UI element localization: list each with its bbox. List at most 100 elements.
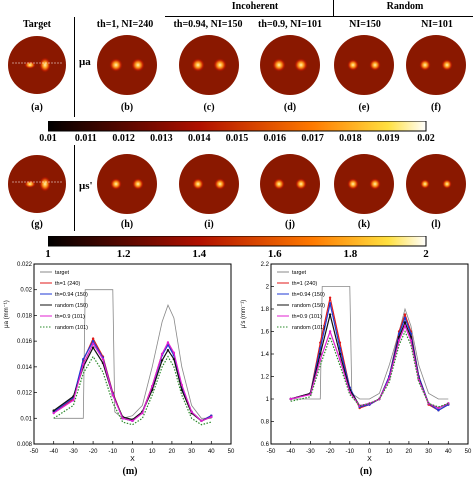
series-point xyxy=(52,411,55,415)
reconstruction-blob-e xyxy=(334,35,394,95)
grid-line xyxy=(74,145,75,231)
x-tick-label: -10 xyxy=(345,449,354,455)
x-tick-label: 10 xyxy=(149,449,156,455)
th1-header: th=1, NI=240 xyxy=(96,19,154,30)
random150-header: NI=150 xyxy=(349,19,381,30)
series-point xyxy=(190,410,193,414)
x-axis-label: X xyxy=(367,456,372,463)
x-tick-label: -40 xyxy=(286,449,295,455)
y-tick-label: 1.8 xyxy=(261,307,270,313)
series-point xyxy=(121,417,124,420)
x-tick-label: 40 xyxy=(208,449,215,455)
th094-header: th=0.94, NI=150 xyxy=(173,19,243,30)
mua-label: μa xyxy=(79,56,91,68)
series-point xyxy=(91,337,95,340)
x-tick-label: -20 xyxy=(326,449,335,455)
y-tick-label: 0.008 xyxy=(17,442,33,448)
series-point xyxy=(338,358,342,361)
series-point xyxy=(91,346,95,349)
series-line-5 xyxy=(290,330,449,408)
plot-m: -50 -40 -30 -20 -10 0 10 20 30 40 50 0.008 0.01 0.012… xyxy=(4,262,235,463)
series-point xyxy=(328,313,332,316)
plot-frame xyxy=(33,263,232,445)
caption-n: (n) xyxy=(359,466,373,477)
series-point xyxy=(166,341,170,344)
series-line-5 xyxy=(53,355,212,426)
colorbar-tick: 2 xyxy=(423,248,429,260)
x-tick-label: 40 xyxy=(445,449,452,455)
x-tick-label: 30 xyxy=(188,449,195,455)
series-point xyxy=(319,352,322,356)
legend-entry: random (150) xyxy=(55,303,88,309)
x-tick-label: -20 xyxy=(89,449,98,455)
grid-line xyxy=(74,17,75,117)
series-point xyxy=(91,339,95,343)
series-point xyxy=(403,316,407,320)
x-tick-label: 0 xyxy=(131,449,135,455)
caption-e: (e) xyxy=(358,102,370,113)
caption-k: (k) xyxy=(357,219,371,230)
y-tick-label: 2 xyxy=(266,285,270,291)
x-tick-label: 50 xyxy=(228,449,235,455)
series-point xyxy=(166,348,170,352)
legend-entry: random (101) xyxy=(55,325,88,331)
caption-h: (h) xyxy=(120,219,134,230)
colorbar-tick: 0.015 xyxy=(225,133,249,144)
series-point xyxy=(328,296,332,299)
y-tick-label: 0.8 xyxy=(261,420,270,426)
series-point xyxy=(437,409,440,412)
colorbar-tick: 0.018 xyxy=(339,133,362,144)
legend-entry: random (101) xyxy=(292,325,325,331)
y-tick-label: 0.022 xyxy=(17,262,33,268)
y-tick-label: 0.02 xyxy=(20,288,32,294)
x-tick-label: -40 xyxy=(49,449,58,455)
y-tick-label: 0.012 xyxy=(17,391,33,397)
x-axis-label: X xyxy=(130,456,135,463)
series-point xyxy=(397,339,401,342)
legend-entry: th=1 (240) xyxy=(292,281,317,287)
colorbar-tick: 0.016 xyxy=(263,133,287,144)
header-divider xyxy=(333,0,334,16)
caption-c: (c) xyxy=(203,102,215,113)
caption-m: (m) xyxy=(122,466,138,477)
legend-entry: th=0.9 (101) xyxy=(292,314,322,320)
legend-entry: target xyxy=(292,270,307,276)
reconstruction-blob-j xyxy=(260,154,320,214)
reconstruction-blob-d xyxy=(260,35,320,95)
colorbar-tick: 1.8 xyxy=(343,248,358,260)
x-tick-label: 50 xyxy=(465,449,472,455)
colorbar-tick: 1.6 xyxy=(267,248,282,260)
reconstruction-blob-i xyxy=(179,154,239,214)
series-line-0 xyxy=(290,286,449,400)
x-tick-label: 10 xyxy=(386,449,393,455)
series-point xyxy=(52,409,55,412)
caption-g: (g) xyxy=(31,219,43,230)
colorbar-tick: 1 xyxy=(45,248,51,260)
legend-entry: th=1 (240) xyxy=(55,281,80,287)
caption-b: (b) xyxy=(120,102,134,113)
legend-entry: th=0.9 (101) xyxy=(55,314,85,320)
target-header: Target xyxy=(23,19,51,30)
random-header: Random xyxy=(386,1,424,12)
colorbar-tick: 0.017 xyxy=(301,133,324,144)
legend-entry: target xyxy=(55,270,70,276)
colorbar-tick: 1.4 xyxy=(192,248,207,260)
series-point xyxy=(200,419,203,423)
y-tick-label: 0.6 xyxy=(261,442,270,448)
reconstruction-blob-f xyxy=(406,35,466,95)
series-point xyxy=(289,397,292,401)
x-tick-label: 30 xyxy=(425,449,432,455)
reconstruction-blob-g xyxy=(8,155,66,213)
series-point xyxy=(160,359,164,362)
header-frame xyxy=(165,0,473,17)
series-point xyxy=(319,358,322,361)
x-tick-label: 20 xyxy=(169,449,176,455)
series-point xyxy=(172,357,176,361)
reconstruction-blob-b xyxy=(97,35,157,95)
series-point xyxy=(160,352,164,356)
colorbar-tick: 0.02 xyxy=(417,133,435,144)
colorbar-tick: 0.014 xyxy=(187,133,211,144)
series-point xyxy=(172,351,176,354)
x-tick-label: -30 xyxy=(69,449,78,455)
series-point xyxy=(101,357,105,361)
